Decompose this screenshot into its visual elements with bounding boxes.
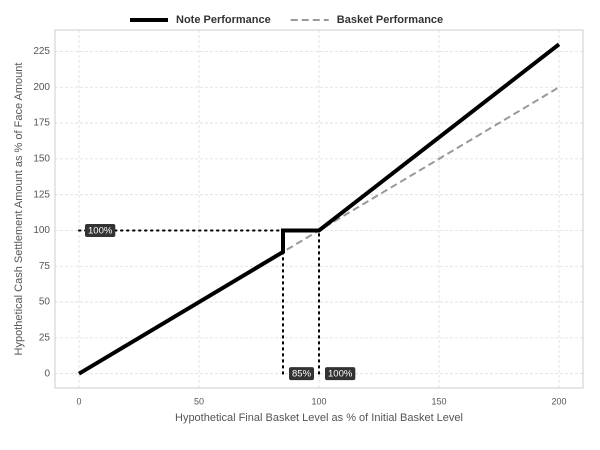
y-tick-label: 200 <box>33 82 50 93</box>
y-tick-label: 125 <box>33 189 50 200</box>
x-tick-label: 50 <box>194 396 204 406</box>
annotation: 100% <box>325 367 356 381</box>
legend: Note Performance Basket Performance <box>130 14 443 26</box>
legend-label: Note Performance <box>176 14 271 26</box>
annotation: 85% <box>289 367 315 381</box>
annotation: 100% <box>85 223 116 237</box>
annotation-label: 85% <box>292 369 312 380</box>
x-axis-title: Hypothetical Final Basket Level as % of … <box>175 412 463 424</box>
annotation-box <box>85 223 116 237</box>
y-tick-label: 150 <box>33 154 50 165</box>
plot-frame <box>54 29 584 389</box>
y-axis-title: Hypothetical Cash Settlement Amount as %… <box>13 63 25 356</box>
x-tick-label: 200 <box>551 396 566 406</box>
y-tick-label: 25 <box>39 333 51 344</box>
x-tick-label: 100 <box>311 396 326 406</box>
annotation-box <box>325 367 356 381</box>
x-tick-label: 0 <box>76 396 81 406</box>
y-tick-label: 75 <box>39 261 51 272</box>
series-line <box>77 42 561 376</box>
y-tick-label: 50 <box>39 297 51 308</box>
legend-label: Basket Performance <box>337 14 443 26</box>
x-tick-label: 150 <box>431 396 446 406</box>
y-tick-label: 225 <box>33 46 50 57</box>
annotation-box <box>289 367 315 381</box>
y-tick-label: 100 <box>33 225 50 236</box>
annotation-label: 100% <box>88 225 113 236</box>
y-tick-label: 0 <box>44 368 50 379</box>
y-tick-label: 175 <box>33 118 50 129</box>
annotation-label: 100% <box>328 369 353 380</box>
